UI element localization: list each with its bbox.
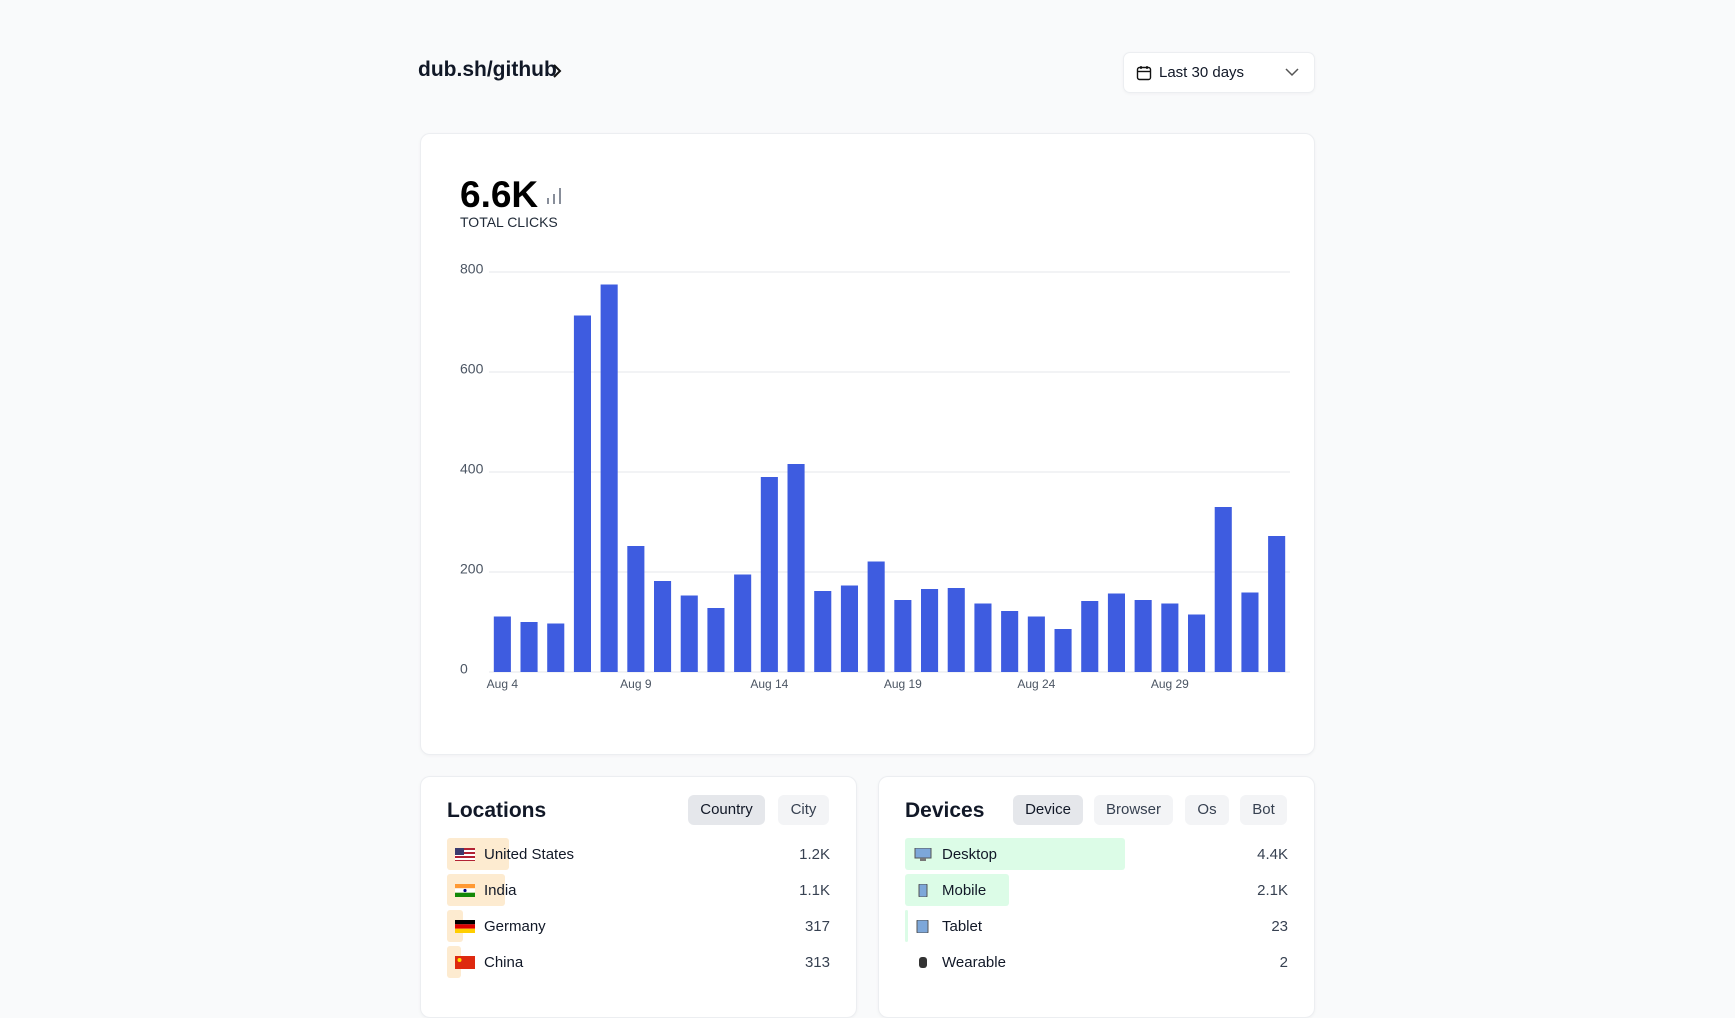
flag-icon bbox=[455, 884, 475, 897]
card-title: Locations bbox=[447, 799, 547, 822]
row-label: Germany bbox=[484, 918, 546, 935]
bar bbox=[974, 603, 992, 672]
row-label: Wearable bbox=[942, 954, 1006, 971]
row-label: India bbox=[484, 882, 517, 899]
row-value: 313 bbox=[804, 954, 830, 971]
row-label: Mobile bbox=[942, 882, 987, 899]
x-tick-label: Aug 4 bbox=[487, 677, 519, 691]
bar bbox=[1054, 629, 1072, 672]
list-row[interactable]: India 1.1K bbox=[447, 874, 830, 906]
tab[interactable]: Os bbox=[1185, 795, 1229, 825]
device-icon bbox=[916, 920, 929, 933]
tab[interactable]: City bbox=[778, 795, 829, 825]
x-tick-label: Aug 29 bbox=[1151, 677, 1189, 691]
bar bbox=[947, 588, 965, 672]
row-bar bbox=[905, 910, 908, 942]
row-value: 4.4K bbox=[1257, 846, 1288, 863]
device-icon bbox=[914, 848, 932, 861]
total-value: 6.6K bbox=[460, 174, 538, 215]
bar bbox=[493, 616, 511, 672]
list-row[interactable]: Germany 317 bbox=[447, 910, 830, 942]
row-label: Desktop bbox=[942, 846, 998, 863]
bar bbox=[654, 581, 672, 672]
bar bbox=[1268, 536, 1286, 672]
row-value: 2 bbox=[1279, 954, 1288, 971]
list-row[interactable]: Wearable 2 bbox=[905, 946, 1288, 978]
list-row[interactable]: Mobile 2.1K bbox=[905, 874, 1288, 906]
x-tick-label: Aug 14 bbox=[750, 677, 788, 691]
flag-icon bbox=[455, 920, 475, 933]
flag-icon bbox=[455, 956, 475, 969]
bar bbox=[1001, 611, 1019, 672]
locations-card: Locations Country City United States 1.2K… bbox=[420, 776, 857, 1018]
x-tick-label: Aug 9 bbox=[620, 677, 652, 691]
bar bbox=[1161, 603, 1179, 672]
bar bbox=[734, 574, 752, 672]
bar bbox=[627, 546, 645, 672]
bar bbox=[760, 477, 778, 672]
calendar-icon bbox=[1136, 66, 1152, 81]
y-tick-label: 200 bbox=[460, 561, 484, 577]
body: dub.sh/github Last 30 days 6.6K TOTAL CL… bbox=[418, 52, 1315, 1018]
bar bbox=[680, 595, 698, 672]
y-tick-label: 0 bbox=[460, 661, 468, 677]
tab[interactable]: Browser bbox=[1094, 795, 1173, 825]
device-icon bbox=[918, 884, 928, 897]
bar bbox=[1188, 614, 1206, 672]
flag-icon bbox=[455, 848, 475, 861]
dropdown-icon bbox=[1285, 68, 1299, 77]
chart-icon bbox=[547, 188, 561, 204]
y-tick-label: 800 bbox=[460, 261, 484, 277]
tab[interactable]: Device bbox=[1013, 795, 1083, 825]
bar bbox=[1134, 600, 1152, 672]
link-title[interactable]: dub.sh/github bbox=[418, 58, 557, 81]
bar bbox=[1081, 601, 1099, 672]
devices-card: Devices Device Browser Os Bot Desktop 4.4… bbox=[878, 776, 1315, 1018]
bar bbox=[787, 464, 805, 672]
bar bbox=[707, 608, 725, 672]
page: {"header": {"title": "dub.sh/github", "d… bbox=[418, 52, 1315, 1018]
bar bbox=[1241, 592, 1259, 672]
list-row[interactable]: China 313 bbox=[447, 946, 830, 978]
row-bar bbox=[447, 946, 461, 978]
total-label: TOTAL CLICKS bbox=[460, 214, 558, 230]
bar bbox=[1027, 616, 1045, 672]
row-label: United States bbox=[484, 846, 575, 863]
bar bbox=[894, 600, 912, 672]
row-label: Tablet bbox=[942, 918, 983, 935]
bar bbox=[600, 284, 618, 672]
y-tick-label: 400 bbox=[460, 461, 484, 477]
bar bbox=[520, 622, 538, 672]
x-tick-label: Aug 24 bbox=[1017, 677, 1055, 691]
date-range: Last 30 days bbox=[1159, 64, 1245, 81]
bar bbox=[840, 585, 858, 672]
chevron-icon bbox=[553, 64, 562, 78]
row-label: China bbox=[484, 954, 524, 971]
bar bbox=[547, 623, 565, 672]
tab[interactable]: Country bbox=[688, 795, 765, 825]
bar bbox=[1214, 507, 1232, 672]
bar bbox=[1107, 593, 1125, 672]
row-value: 2.1K bbox=[1257, 882, 1288, 899]
list-row[interactable]: Tablet 23 bbox=[905, 910, 1288, 942]
list-row[interactable]: United States 1.2K bbox=[447, 838, 830, 870]
tab[interactable]: Bot bbox=[1240, 795, 1287, 825]
bar bbox=[867, 561, 885, 672]
row-value: 1.1K bbox=[799, 882, 830, 899]
chart: 6.6K TOTAL CLICKS 0 200 400 600 800 Aug 4 Aug … bbox=[460, 174, 1290, 691]
device-icon bbox=[919, 957, 927, 968]
row-value: 1.2K bbox=[799, 846, 830, 863]
bar bbox=[573, 315, 591, 672]
bar bbox=[814, 591, 832, 672]
y-tick-label: 600 bbox=[460, 361, 484, 377]
x-tick-label: Aug 19 bbox=[884, 677, 922, 691]
row-value: 317 bbox=[804, 918, 830, 935]
list-row[interactable]: Desktop 4.4K bbox=[905, 838, 1288, 870]
date-picker[interactable]: Last 30 days bbox=[1123, 52, 1315, 93]
bar bbox=[921, 589, 939, 672]
card-title: Devices bbox=[905, 799, 985, 822]
row-value: 23 bbox=[1271, 918, 1288, 935]
row-bar bbox=[905, 838, 1125, 870]
